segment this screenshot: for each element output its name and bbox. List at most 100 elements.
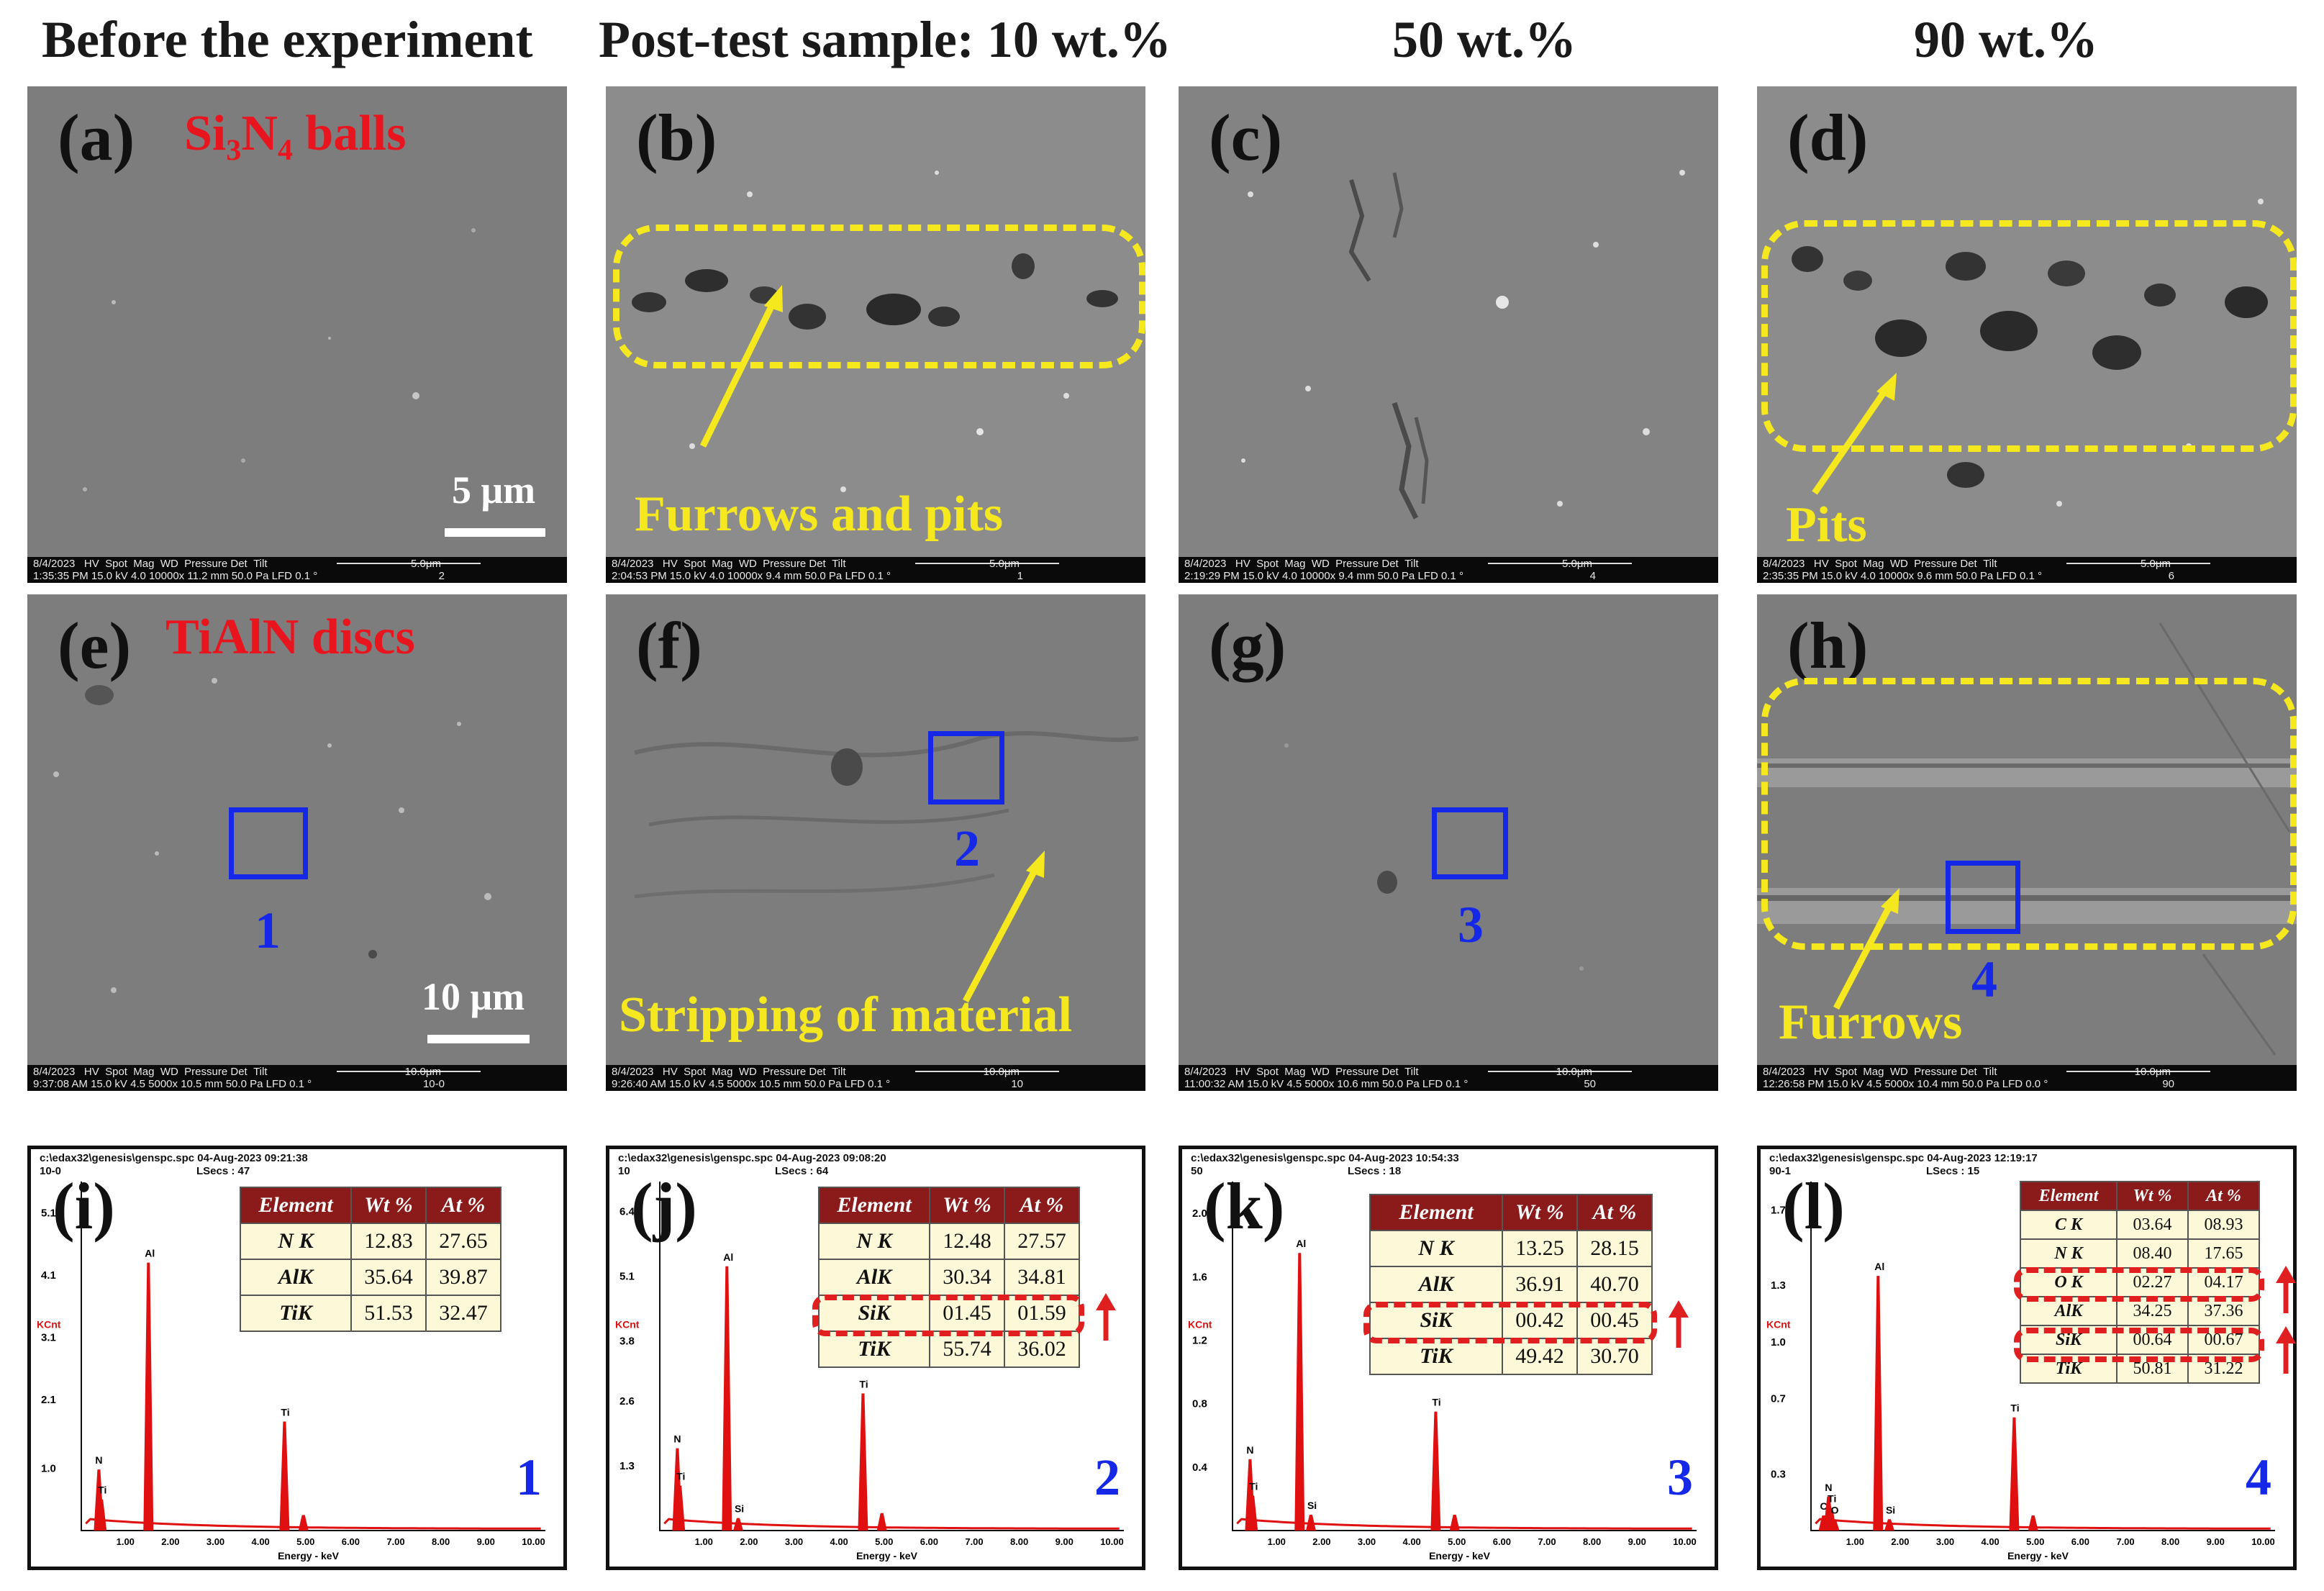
eds-peak-label: Al <box>723 1251 733 1263</box>
eds-spectrum-id: 10 <box>618 1165 630 1177</box>
eds-axes <box>1232 1182 1697 1531</box>
eds-axes <box>81 1182 545 1531</box>
eds-y-axis-label: KCnt <box>37 1319 61 1331</box>
eds-peak-ti <box>675 1485 686 1531</box>
eds-panel-i: c:\edax32\genesis\genspc.spc 04-Aug-2023… <box>27 1146 567 1570</box>
sem-panel-f: (f) 2 Stripping of material 8/4/2023 HV … <box>606 594 1145 1091</box>
note-stripping-of-material: Stripping of material <box>619 987 1072 1043</box>
eds-composition-table: Element Wt % At % N K 12.48 27.57 AlK 30.34 34.8… <box>818 1187 1080 1368</box>
eds-highlight-box <box>812 1295 1084 1336</box>
eds-x-tick-label: 5.00 <box>875 1536 893 1547</box>
eds-x-tick-label: 2.00 <box>161 1536 179 1547</box>
eds-background-curve <box>1236 1518 1692 1530</box>
eds-x-axis-label: Energy - keV <box>278 1550 339 1561</box>
scale-bar-e <box>427 1035 530 1043</box>
arrow-d <box>1812 373 1897 495</box>
eds-x-tick-label: 6.00 <box>920 1536 938 1547</box>
eds-peak-label: Al <box>145 1248 155 1259</box>
eds-table-row: N K 08.40 17.65 <box>2020 1238 2260 1269</box>
arrow-b <box>699 285 783 448</box>
eds-peak-label: Ti <box>1249 1481 1258 1492</box>
eds-peak-label: Si <box>735 1503 744 1515</box>
panel-label-eds: (i) <box>53 1169 115 1243</box>
eds-x-tick-label: 2.00 <box>1312 1536 1330 1547</box>
eds-table-row: SiK 00.42 00.45 <box>1369 1302 1653 1339</box>
eds-x-tick-label: 9.00 <box>2207 1536 2225 1547</box>
eds-region-2-box <box>928 731 1004 804</box>
eds-table-row: C K 03.64 08.93 <box>2020 1210 2260 1240</box>
eds-peak-ti <box>858 1393 868 1531</box>
eds-x-tick-label: 7.00 <box>965 1536 983 1547</box>
eds-x-tick-label: 8.00 <box>2161 1536 2179 1547</box>
eds-x-tick-label: 1.00 <box>1846 1536 1864 1547</box>
eds-peak-ti <box>279 1421 290 1531</box>
eds-spectrum-chart: 1.0 2.1 3.1 4.1 5.1 KCnt 1.00 2.00 3.00 4.00 5.00 6… <box>37 1182 545 1561</box>
eds-table-row: SiK 01.45 01.59 <box>818 1295 1080 1332</box>
eds-region-number: 4 <box>2246 1449 2271 1506</box>
eds-element-cell: AlK <box>818 1259 930 1296</box>
eds-value-cell: 08.40 <box>2116 1238 2189 1269</box>
eds-table-header: At % <box>425 1187 501 1224</box>
eds-y-tick-label: 2.0 <box>1192 1207 1207 1220</box>
panel-title-tialn: TiAlN discs <box>165 609 415 665</box>
scale-bar-a <box>445 528 545 537</box>
eds-table-row: AlK 30.34 34.81 <box>818 1259 1080 1296</box>
column-header-90wt: 90 wt.% <box>1914 11 2098 68</box>
eds-y-tick-label: 0.3 <box>1771 1468 1786 1480</box>
eds-x-tick-label: 4.00 <box>251 1536 269 1547</box>
eds-region-number: 1 <box>516 1449 542 1506</box>
eds-element-cell: TiK <box>240 1295 352 1332</box>
eds-x-tick-label: 3.00 <box>1936 1536 1954 1547</box>
eds-peak-al <box>1873 1276 1884 1531</box>
eds-x-tick-label: 7.00 <box>1538 1536 1556 1547</box>
eds-peak <box>876 1513 887 1531</box>
eds-value-cell: 39.87 <box>425 1259 501 1296</box>
databar-c: 8/4/2023 HV Spot Mag WD Pressure Det Til… <box>1179 557 1718 583</box>
eds-value-cell: 03.64 <box>2116 1210 2189 1240</box>
eds-y-tick-label: 2.1 <box>41 1394 56 1406</box>
eds-table-row: TiK 49.42 30.70 <box>1369 1338 1653 1375</box>
eds-x-tick-label: 9.00 <box>1628 1536 1646 1547</box>
eds-x-tick-label: 2.00 <box>740 1536 758 1547</box>
panel-label-g: (g) <box>1209 609 1286 682</box>
eds-region-4-box <box>1946 861 2020 934</box>
eds-peak <box>1449 1514 1460 1531</box>
eds-peak-o <box>1829 1519 1840 1531</box>
eds-x-tick-label: 6.00 <box>2071 1536 2089 1547</box>
column-header-50wt: 50 wt.% <box>1392 11 1576 68</box>
eds-value-cell: 01.59 <box>1004 1295 1080 1332</box>
eds-region-1-label: 1 <box>255 902 281 959</box>
eds-table-row: TiK 51.53 32.47 <box>240 1295 501 1332</box>
eds-peak-al <box>1294 1253 1305 1531</box>
eds-peak-label: Ti <box>676 1471 685 1482</box>
eds-region-number: 3 <box>1667 1449 1693 1506</box>
eds-element-cell: TiK <box>1369 1338 1503 1375</box>
increase-arrow-icon <box>1096 1293 1116 1341</box>
eds-x-tick-label: 7.00 <box>386 1536 404 1547</box>
eds-value-cell: 08.93 <box>2187 1210 2260 1240</box>
eds-value-cell: 17.65 <box>2187 1238 2260 1269</box>
eds-table-row: AlK 36.91 40.70 <box>1369 1266 1653 1303</box>
eds-highlight-box <box>2014 1328 2264 1362</box>
eds-spectrum-chart: 0.4 0.8 1.2 1.6 2.0 KCnt 1.00 2.00 3.00 4.00 5.00 6… <box>1188 1182 1697 1561</box>
eds-y-tick-label: 5.1 <box>41 1207 56 1219</box>
eds-table-header: At % <box>2187 1181 2260 1211</box>
eds-y-tick-label: 2.6 <box>619 1395 635 1408</box>
eds-table-row: N K 12.48 27.57 <box>818 1223 1080 1260</box>
eds-value-cell: 32.47 <box>425 1295 501 1332</box>
eds-lsecs: LSecs : 64 <box>775 1165 829 1177</box>
eds-x-tick-label: 5.00 <box>296 1536 314 1547</box>
eds-spectrum-chart: 0.3 0.7 1.0 1.3 1.7 KCnt 1.00 2.00 3.00 4.00 5.00 6… <box>1766 1182 2275 1561</box>
increase-arrow-icon <box>2276 1326 2296 1374</box>
eds-y-tick-label: 0.8 <box>1192 1398 1207 1410</box>
sem-texture-h <box>1757 622 2297 1056</box>
eds-value-cell: 34.81 <box>1004 1259 1080 1296</box>
note-furrows-and-pits: Furrows and pits <box>635 486 1004 542</box>
eds-table-header: Wt % <box>2116 1181 2189 1211</box>
eds-table-header: Element <box>818 1187 930 1224</box>
eds-background-curve <box>663 1518 1120 1530</box>
eds-peak-label: Ti <box>281 1406 289 1418</box>
eds-peak-label: Si <box>1307 1500 1317 1511</box>
databar-d: 8/4/2023 HV Spot Mag WD Pressure Det Til… <box>1757 557 2297 583</box>
eds-file-path: c:\edax32\genesis\genspc.spc 04-Aug-2023… <box>618 1152 886 1164</box>
